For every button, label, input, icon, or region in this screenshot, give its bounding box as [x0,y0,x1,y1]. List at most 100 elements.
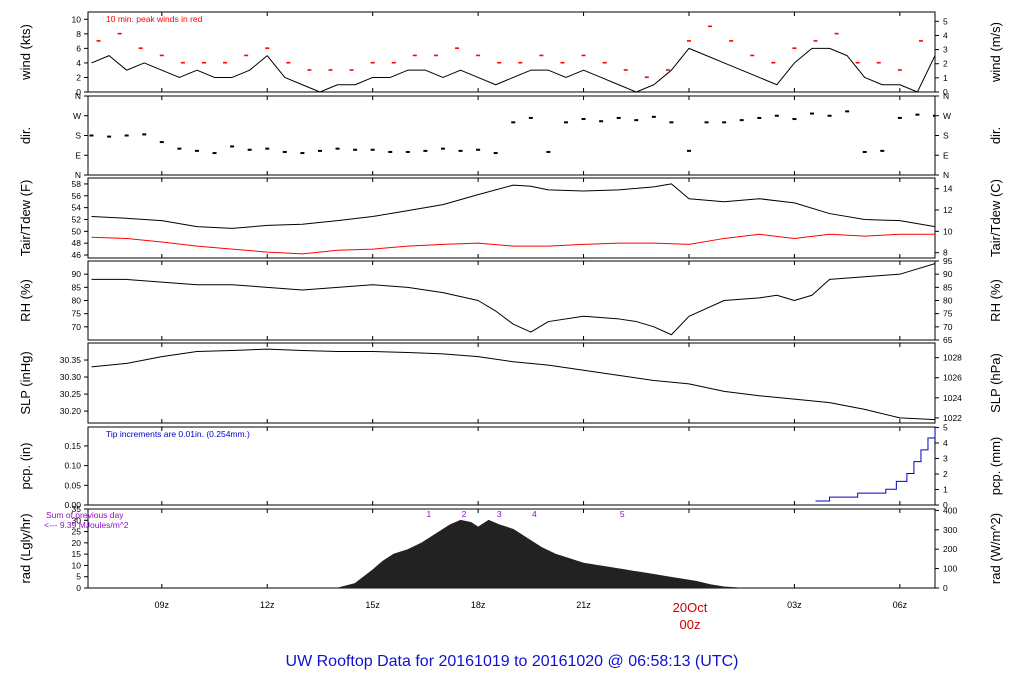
time-tick-label: 06z [893,600,908,610]
plot-area [91,263,935,336]
y-tick-label-right: 1 [943,484,948,494]
data-point-peak-wind [476,54,481,57]
y-tick-label-right: 300 [943,525,957,535]
y-tick-label-right: 0 [943,87,948,97]
y-tick-label-right: 200 [943,544,957,554]
time-tick-label: 03z [787,600,802,610]
plot-area [815,427,935,502]
time-tick-label: 09z [155,600,170,610]
date-label: 20Oct [673,600,708,615]
data-point-peak-wind [412,54,417,57]
data-point-direction [581,118,586,121]
y-tick-label-left: 52 [72,214,82,224]
y-tick-label-left: 30.25 [60,389,82,399]
data-point-direction [880,149,885,152]
y-tick-label-right: 0 [943,583,948,593]
y-tick-label-left: 46 [72,250,82,260]
data-point-peak-wind [328,69,333,71]
series-line-slp [91,348,935,421]
y-tick-label-right: 0 [943,500,948,510]
y-tick-label-left: 15 [72,549,82,559]
y-tick-label-left: 0 [76,583,81,593]
y-tick-label-left: W [73,111,81,121]
y-tick-label-right: 2 [943,469,948,479]
y-tick-label-left: 30.20 [60,406,82,416]
data-point-direction [300,152,305,155]
data-point-peak-wind [581,54,586,57]
y-tick-label-right: 3 [943,453,948,463]
data-point-peak-wind [686,40,691,42]
data-point-peak-wind [644,76,649,79]
y-tick-label-right: W [943,111,951,121]
y-tick-label-right: S [943,131,949,141]
data-point-direction [827,114,832,117]
data-point-peak-wind [433,54,438,57]
y-tick-label-right: 14 [943,184,953,194]
panel-wind: 0 2 4 6 8 10 0 1 2 3 4 5 wind (kts) wind (m/s) 10 min.… [18,11,1003,97]
data-point-direction [757,116,762,119]
chart-title: UW Rooftop Data for 20161019 to 20161020… [286,653,739,670]
y-tick-label-right: 65 [943,335,953,345]
data-point-peak-wind [244,54,249,57]
data-point-direction [599,120,604,123]
panel-slp: 30.20 30.25 30.30 30.35 1022 1024 1026 1028 SLP … [18,342,1003,424]
data-point-direction [616,116,621,119]
y-tick-label-right: 1022 [943,413,962,423]
plot-area [91,25,935,92]
y-tick-label-left: 50 [72,226,82,236]
data-point-direction [265,147,270,150]
data-point-peak-wind [159,54,164,57]
y-tick-label-right: N [943,91,949,101]
data-point-peak-wind [665,69,670,71]
data-point-direction [159,141,164,144]
y-tick-label-right: 12 [943,205,953,215]
y-tick-label-left: 58 [72,179,82,189]
data-point-peak-wind [918,40,923,42]
data-point-peak-wind [834,32,839,35]
y-tick-label-left: 90 [72,269,82,279]
plot-area [89,110,935,155]
data-point-peak-wind [813,40,818,42]
data-point-peak-wind [117,32,122,35]
y-axis-label-left: SLP (inHg) [18,351,33,414]
series-line-pcp [815,427,935,502]
y-tick-label-right: 4 [943,30,948,40]
data-point-direction [669,121,674,124]
data-point-direction [546,150,551,153]
y-tick-label-left: 0.15 [64,441,81,451]
data-point-direction [405,150,410,153]
radiation-hour-marker: 2 [462,509,467,519]
data-point-direction [247,148,252,151]
data-point-direction [704,121,709,124]
data-point-direction [563,121,568,124]
y-axis-label-right: rad (W/m^2) [988,513,1003,584]
data-point-direction [89,134,94,137]
radiation-hour-marker: 5 [620,509,625,519]
data-point-direction [774,114,779,117]
radiation-hour-marker: 3 [497,509,502,519]
series-line-temp [91,183,935,229]
data-point-peak-wind [455,47,460,49]
data-point-direction [933,114,935,117]
data-point-direction [177,147,182,150]
y-tick-label-left: 30.30 [60,372,82,382]
data-point-direction [845,110,850,113]
panel-frame [87,11,936,93]
data-point-direction [388,150,393,153]
data-point-peak-wind [265,47,270,49]
radiation-annotation: <--- 9.39 MJoules/m^2 [44,520,129,530]
data-point-peak-wind [897,69,902,71]
y-tick-label-right: 1028 [943,353,962,363]
y-tick-label-right: 75 [943,309,953,319]
y-tick-label-right: 85 [943,282,953,292]
y-tick-label-right: N [943,170,949,180]
y-tick-label-left: 4 [76,58,81,68]
panel-frame [87,95,936,176]
data-point-direction [792,118,797,121]
y-tick-label-left: 30.35 [60,355,82,365]
y-tick-label-left: 85 [72,282,82,292]
data-point-direction [651,115,656,118]
panel-frame [87,177,936,259]
series-line-temp-1 [91,233,935,255]
